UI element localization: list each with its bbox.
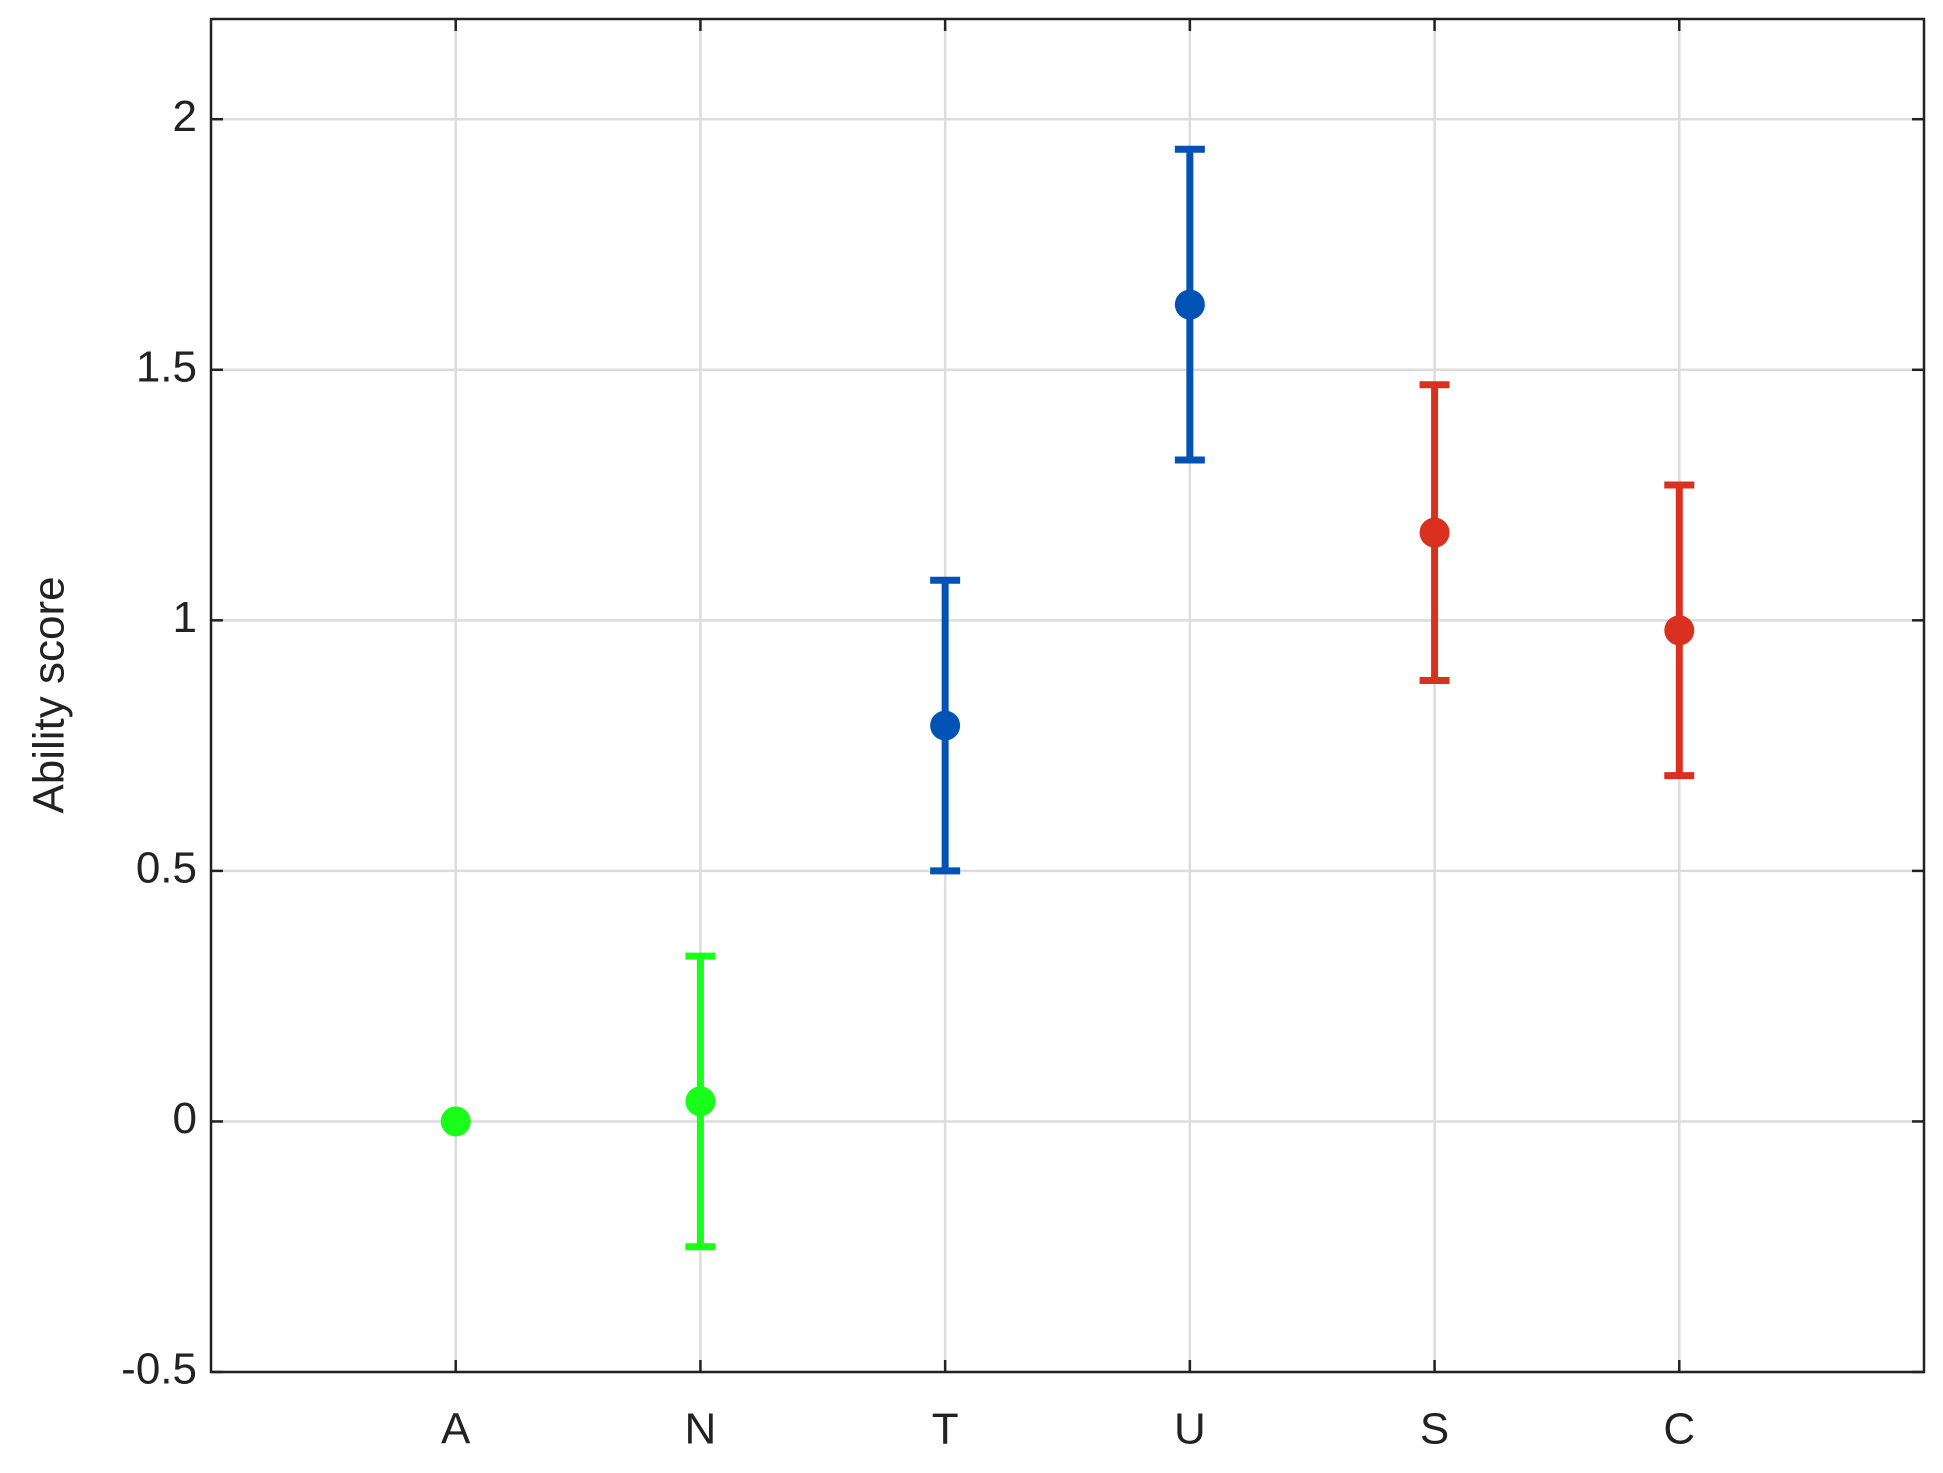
y-tick-label: 1 — [173, 593, 197, 642]
y-tick-label: 1.5 — [136, 342, 197, 391]
x-tick-label: N — [685, 1405, 717, 1454]
y-tick-label: -0.5 — [121, 1345, 197, 1394]
y-tick-label: 0 — [173, 1094, 197, 1143]
point — [685, 1086, 716, 1117]
point — [1419, 517, 1450, 548]
y-tick-label: 2 — [173, 92, 197, 141]
point — [1664, 615, 1695, 646]
x-tick-label: U — [1174, 1405, 1206, 1454]
point — [440, 1106, 471, 1137]
x-tick-label: S — [1420, 1405, 1449, 1454]
x-tick-label: A — [441, 1405, 471, 1454]
x-tick-label: C — [1663, 1405, 1695, 1454]
y-axis-label: Ability score — [25, 576, 74, 813]
point — [930, 710, 961, 741]
x-tick-label: T — [932, 1405, 959, 1454]
point — [1174, 289, 1205, 320]
y-tick-label: 0.5 — [136, 844, 197, 893]
plot-frame — [209, 17, 1926, 1374]
